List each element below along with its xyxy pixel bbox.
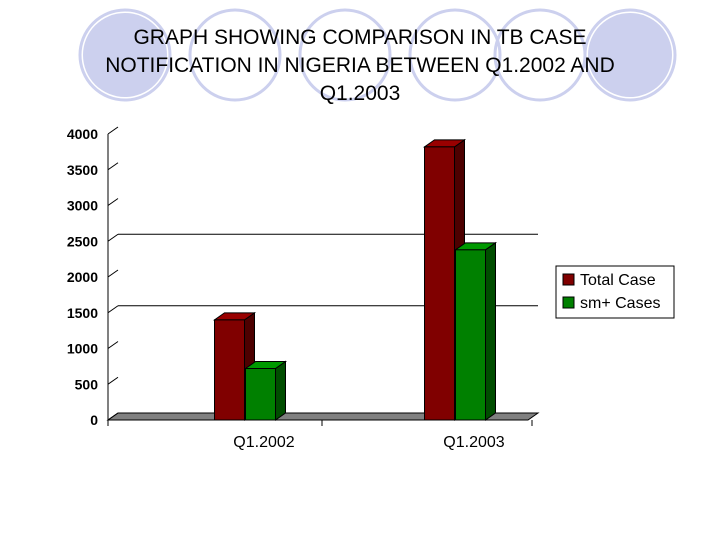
y-tick-mark <box>107 233 119 242</box>
legend: Total Case sm+ Cases <box>555 265 675 319</box>
y-tick-mark <box>107 376 119 385</box>
y-tick-label: 0 <box>90 412 98 428</box>
background-circle-4 <box>408 8 502 102</box>
y-tick-label: 3500 <box>67 162 98 178</box>
y-tick-mark <box>107 305 119 314</box>
bar-front <box>424 146 455 421</box>
background-circle-3 <box>298 8 392 102</box>
y-tick-mark <box>107 269 119 278</box>
bar-sm-cases-q1-2003 <box>453 241 498 421</box>
chart-title-line-3: Q1.2003 <box>319 82 401 105</box>
legend-swatch <box>562 273 575 286</box>
background-circle-2 <box>188 8 282 102</box>
x-tick-label: Q1.2002 <box>233 434 294 451</box>
y-tick-label: 4000 <box>67 126 98 142</box>
background-circle-6 <box>583 8 677 102</box>
y-tick-label: 2000 <box>67 269 98 285</box>
bar-front <box>245 368 276 421</box>
chart-title-line-1: GRAPH SHOWING COMPARISON IN TB CASE <box>133 26 587 49</box>
y-tick-mark <box>107 126 119 135</box>
y-tick-mark <box>107 412 119 421</box>
legend-swatch <box>562 296 575 309</box>
x-tick-label: Q1.2003 <box>443 434 504 451</box>
y-tick-label: 500 <box>75 376 99 392</box>
legend-box <box>555 265 675 319</box>
background-circle-filled-1 <box>83 13 167 97</box>
y-tick-label: 1500 <box>67 305 98 321</box>
bar-front <box>214 319 245 421</box>
chart-title-line-2: NOTIFICATION IN NIGERIA BETWEEN Q1.2002 … <box>105 54 615 77</box>
legend-label: sm+ Cases <box>580 295 660 312</box>
y-tick-label: 1000 <box>67 341 98 357</box>
y-tick-label: 2500 <box>67 233 98 249</box>
y-tick-mark <box>107 198 119 206</box>
y-tick-mark <box>107 162 119 171</box>
bar-sm-cases-q1-2002 <box>243 360 288 421</box>
y-tick-mark <box>107 341 119 349</box>
y-tick-label: 3000 <box>67 198 98 214</box>
bar-side <box>485 241 496 421</box>
bar-front <box>455 249 486 421</box>
bar-side <box>275 360 286 421</box>
chart-title: GRAPH SHOWING COMPARISON IN TB CASE NOTI… <box>40 24 680 108</box>
legend-label: Total Case <box>580 272 656 289</box>
background-circle-1 <box>78 8 172 102</box>
background-circle-filled-2 <box>588 13 672 97</box>
